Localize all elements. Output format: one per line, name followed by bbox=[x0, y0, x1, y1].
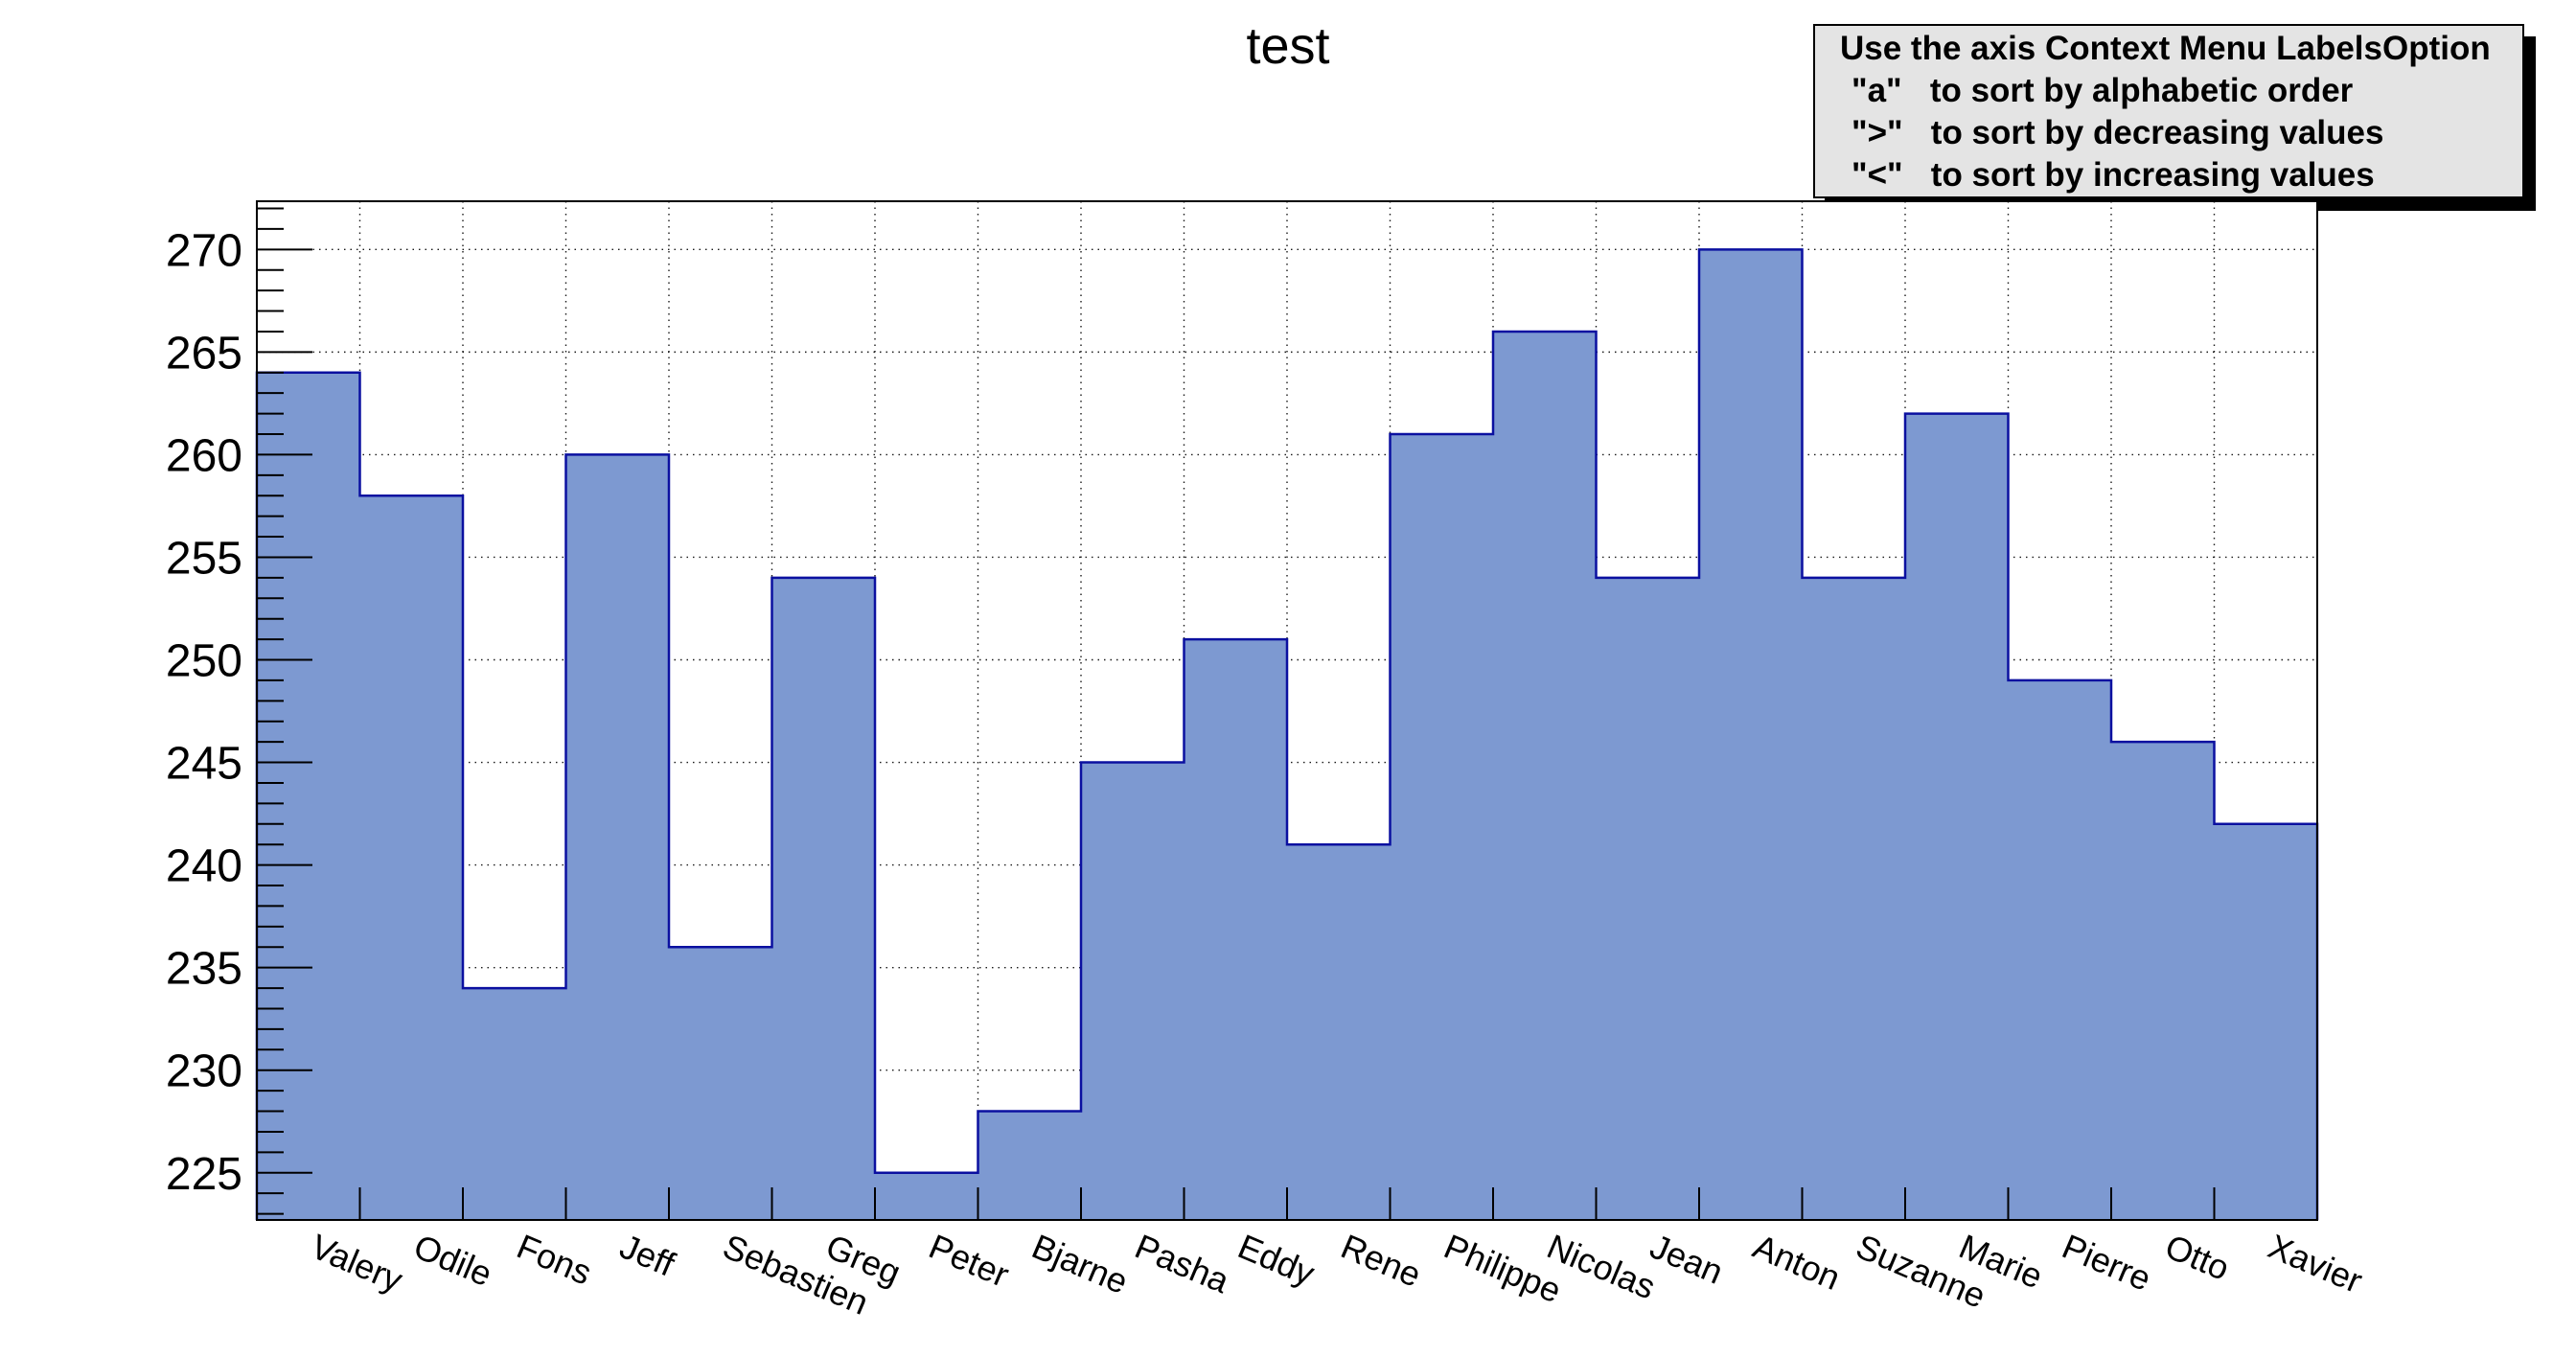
y-tick-label[interactable]: 270 bbox=[166, 225, 242, 276]
y-tick-label[interactable]: 260 bbox=[166, 430, 242, 481]
x-category-label[interactable]: Jean bbox=[1644, 1227, 1729, 1292]
x-category-label[interactable]: Eddy bbox=[1232, 1227, 1321, 1294]
x-category-label[interactable]: Nicolas bbox=[1542, 1227, 1662, 1307]
x-category-label[interactable]: Peter bbox=[924, 1227, 1015, 1295]
y-axis-ticks[interactable] bbox=[257, 207, 312, 1215]
y-tick-label[interactable]: 255 bbox=[166, 533, 242, 584]
x-category-label[interactable]: Anton bbox=[1748, 1227, 1847, 1299]
x-category-label[interactable]: Xavier bbox=[2263, 1227, 2368, 1301]
x-category-label[interactable]: Otto bbox=[2160, 1227, 2236, 1288]
x-axis-ticks[interactable] bbox=[256, 1187, 2318, 1220]
x-category-label[interactable]: Valery bbox=[306, 1227, 408, 1300]
y-tick-label[interactable]: 235 bbox=[166, 944, 242, 995]
x-category-label[interactable]: Odile bbox=[408, 1227, 497, 1295]
x-category-label[interactable]: Jeff bbox=[614, 1227, 681, 1285]
pave-line: "a" to sort by alphabetic order bbox=[1852, 72, 2354, 109]
x-category-label[interactable]: Pierre bbox=[2057, 1227, 2156, 1299]
pave-line: ">" to sort by decreasing values bbox=[1852, 114, 2384, 151]
x-category-label[interactable]: Fons bbox=[512, 1227, 598, 1293]
pave-line: Use the axis Context Menu LabelsOption bbox=[1840, 30, 2491, 67]
x-category-label[interactable]: Bjarne bbox=[1026, 1227, 1134, 1301]
x-category-label[interactable]: Rene bbox=[1336, 1227, 1427, 1295]
x-category-label[interactable]: Philippe bbox=[1438, 1227, 1567, 1311]
labels-option-pave: Use the axis Context Menu LabelsOption "… bbox=[1813, 24, 2524, 198]
pave-line: "<" to sort by increasing values bbox=[1852, 156, 2375, 194]
histogram-outline[interactable] bbox=[255, 248, 2319, 1220]
y-tick-label[interactable]: 265 bbox=[166, 328, 242, 379]
y-tick-label[interactable]: 250 bbox=[166, 636, 242, 687]
x-category-label[interactable]: Pasha bbox=[1130, 1227, 1236, 1301]
chart-title: test bbox=[1246, 17, 1330, 75]
y-tick-label[interactable]: 230 bbox=[166, 1046, 242, 1097]
y-tick-label[interactable]: 225 bbox=[166, 1149, 242, 1200]
y-tick-label[interactable]: 245 bbox=[166, 739, 242, 790]
y-axis-labels[interactable]: 225 230 235 240 245 250 255 260 265 270 bbox=[166, 225, 242, 1199]
y-tick-label[interactable]: 240 bbox=[166, 841, 242, 892]
